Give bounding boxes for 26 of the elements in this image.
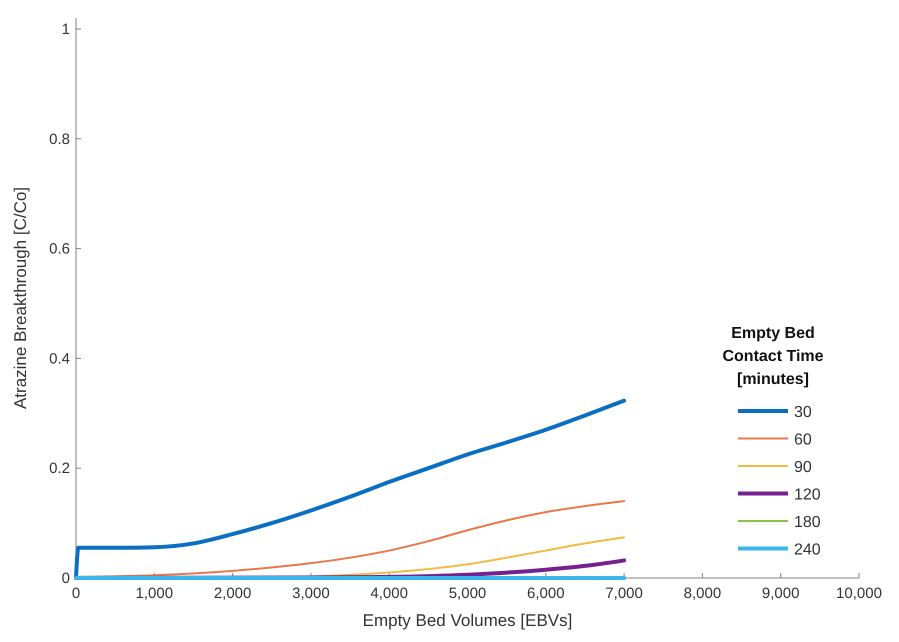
x-tick-label: 1,000 — [136, 585, 174, 602]
legend-title: Empty Bed Contact Time [minutes] — [722, 325, 824, 388]
x-axis-title: Empty Bed Volumes [EBVs] — [362, 611, 572, 630]
y-tick-label: 0.2 — [49, 460, 70, 478]
y-tick-label: 1 — [62, 20, 70, 38]
legend-label: 120 — [794, 486, 821, 504]
x-tick-label: 8,000 — [684, 585, 722, 602]
legend-label: 60 — [794, 432, 812, 448]
legend-label: 240 — [794, 542, 821, 558]
y-tick-label: 0.6 — [49, 240, 70, 258]
x-tick-label: 2,000 — [214, 585, 252, 602]
y-axis-title: Atrazine Breakthrough [C/Co] — [11, 186, 30, 410]
x-tick-label: 9,000 — [762, 585, 800, 602]
legend-label: 90 — [794, 459, 812, 476]
line-series — [74, 398, 626, 580]
x-tick-label: 3,000 — [292, 585, 330, 602]
x-tick-label: 4,000 — [370, 585, 408, 602]
legend-label: 30 — [794, 404, 812, 421]
x-tick-label: 5,000 — [448, 585, 486, 602]
legend-label: 180 — [794, 514, 821, 531]
y-tick-label: 0 — [62, 570, 70, 587]
x-tick-label: 7,000 — [605, 585, 643, 602]
x-tick-label: 10,000 — [836, 585, 882, 602]
y-tick-label: 0.4 — [49, 350, 70, 368]
x-tick-label: 6,000 — [527, 585, 565, 602]
y-tick-label: 0.8 — [49, 130, 70, 148]
